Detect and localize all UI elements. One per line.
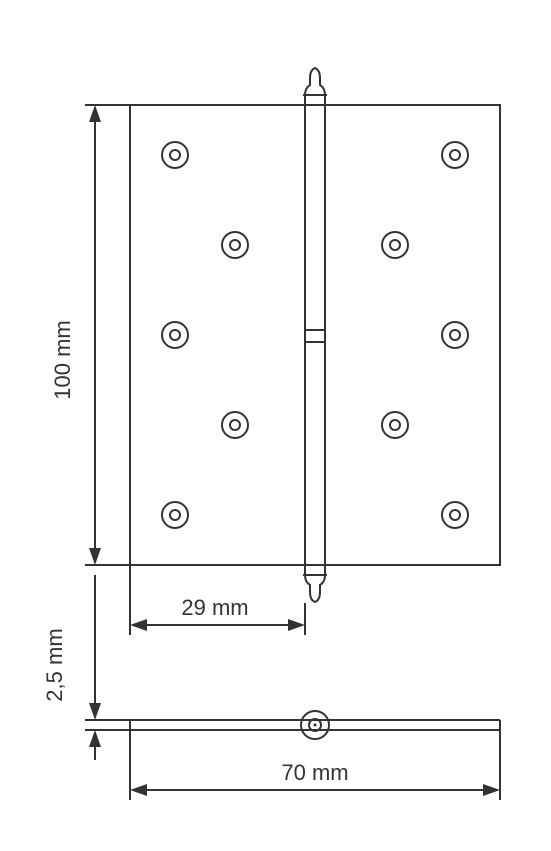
dim-height: 100 mm [50, 105, 130, 565]
finial-top-icon [303, 68, 327, 105]
dim-full-width-label: 70 mm [281, 760, 348, 785]
dim-full-width: 70 mm [130, 730, 500, 800]
finial-bottom-icon [303, 565, 327, 602]
dim-thickness-label: 2,5 mm [42, 628, 67, 701]
hinge-knuckle [303, 68, 327, 602]
dim-leaf-width: 29 mm [130, 565, 305, 635]
screw-holes-left [162, 142, 248, 528]
hinge-drawing: 100 mm 29 mm 2,5 mm 70 [0, 0, 551, 851]
screw-holes-right [382, 142, 468, 528]
side-view [130, 711, 500, 739]
dim-thickness: 2,5 mm [42, 575, 130, 760]
dim-leaf-width-label: 29 mm [181, 595, 248, 620]
hinge-plate [130, 105, 500, 565]
dim-height-label: 100 mm [50, 320, 75, 399]
